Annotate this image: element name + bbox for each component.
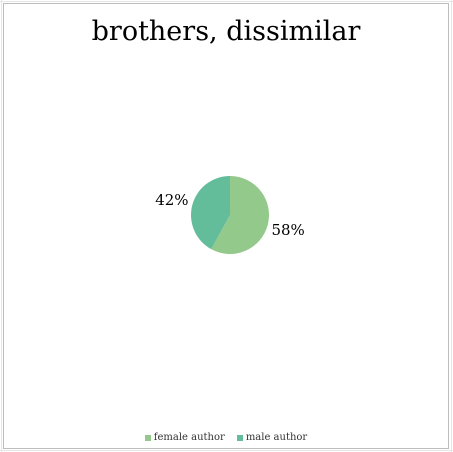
legend-swatch <box>144 434 151 441</box>
pie-slice-male-author <box>190 176 230 250</box>
chart-area: brothers, dissimilar 58% 42% female autho… <box>3 3 449 449</box>
pie-chart: 58% 42% <box>155 176 305 254</box>
legend-swatch <box>236 434 243 441</box>
grid-line-left <box>1 0 2 452</box>
chart-title: brothers, dissimilar <box>91 16 361 47</box>
chart-legend: female author male author <box>4 432 448 443</box>
grid-line-bottom <box>0 450 453 451</box>
grid-line-top <box>0 1 453 2</box>
data-label-female-author: 58% <box>271 221 304 239</box>
legend-label: male author <box>245 432 308 443</box>
pie-slice-female-author <box>211 176 269 254</box>
legend-item-male-author: male author <box>236 432 308 443</box>
legend-label: female author <box>153 432 225 443</box>
grid-line-right <box>451 0 452 452</box>
legend-item-female-author: female author <box>144 432 225 443</box>
data-label-male-author: 42% <box>155 191 188 209</box>
